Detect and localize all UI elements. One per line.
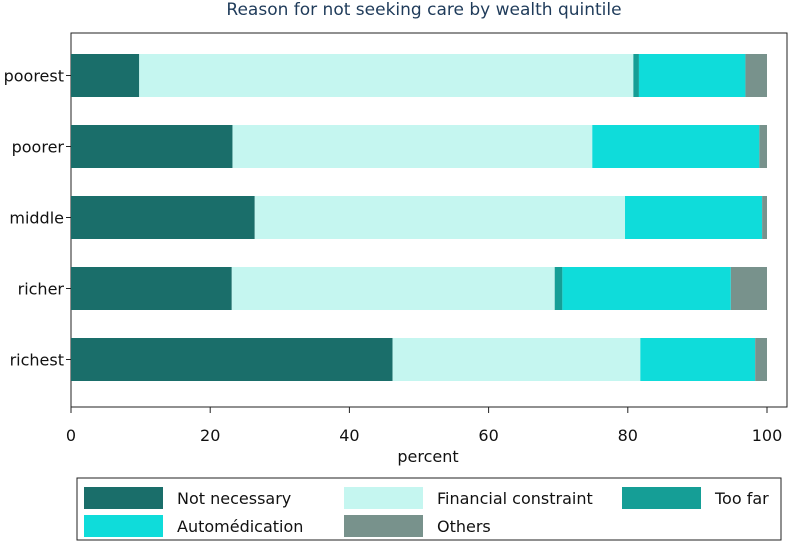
legend-label: Too far	[714, 489, 769, 508]
bar-segment-poorer-1	[232, 125, 593, 168]
bar-segment-poorest-0	[71, 54, 140, 97]
legend-swatch	[84, 487, 163, 509]
x-axis-label: percent	[397, 447, 458, 466]
bar-segment-richest-3	[640, 338, 756, 381]
legend-swatch	[84, 515, 163, 537]
legend-items: Not necessary Financial constraint Too far…	[84, 487, 769, 537]
bar-segment-richest-4	[755, 338, 767, 381]
legend-label: Automédication	[177, 517, 303, 536]
category-label: poorest	[4, 67, 64, 86]
legend-swatch	[622, 487, 701, 509]
bar-segment-poorest-1	[139, 54, 634, 97]
x-tick-label: 0	[66, 426, 76, 445]
bar-segment-middle-1	[254, 196, 626, 239]
x-tick-label: 80	[618, 426, 638, 445]
x-tick-label: 20	[200, 426, 220, 445]
bar-segment-richer-2	[554, 267, 563, 310]
legend-swatch	[344, 487, 423, 509]
legend-label: Others	[437, 517, 491, 536]
chart-title: Reason for not seeking care by wealth qu…	[226, 0, 621, 20]
x-axis-ticks: 0 20 40 60 80 100	[66, 407, 782, 445]
legend-swatch	[344, 515, 423, 537]
bar-segment-poorest-3	[638, 54, 746, 97]
category-label: poorer	[12, 138, 65, 157]
category-labels: poorest poorer middle richer richest	[4, 67, 71, 370]
x-tick-label: 40	[339, 426, 359, 445]
bar-segment-middle-4	[762, 196, 767, 239]
bars-group	[71, 54, 767, 381]
legend-label: Financial constraint	[437, 489, 593, 508]
bar-segment-richer-0	[71, 267, 232, 310]
bar-segment-richer-1	[231, 267, 555, 310]
bar-segment-poorest-2	[633, 54, 639, 97]
bar-segment-middle-0	[71, 196, 255, 239]
bar-segment-richest-0	[71, 338, 393, 381]
bar-segment-poorer-3	[592, 125, 760, 168]
category-label: richest	[10, 351, 64, 370]
bar-segment-poorer-4	[759, 125, 767, 168]
category-label: middle	[9, 209, 64, 228]
bar-segment-middle-3	[625, 196, 763, 239]
x-tick-label: 100	[752, 426, 783, 445]
category-label: richer	[18, 280, 65, 299]
legend-label: Not necessary	[177, 489, 291, 508]
bar-segment-poorest-4	[745, 54, 767, 97]
bar-segment-richer-3	[562, 267, 731, 310]
bar-segment-richer-4	[730, 267, 767, 310]
x-tick-label: 60	[478, 426, 498, 445]
bar-segment-poorer-0	[71, 125, 233, 168]
bar-segment-richest-1	[392, 338, 641, 381]
